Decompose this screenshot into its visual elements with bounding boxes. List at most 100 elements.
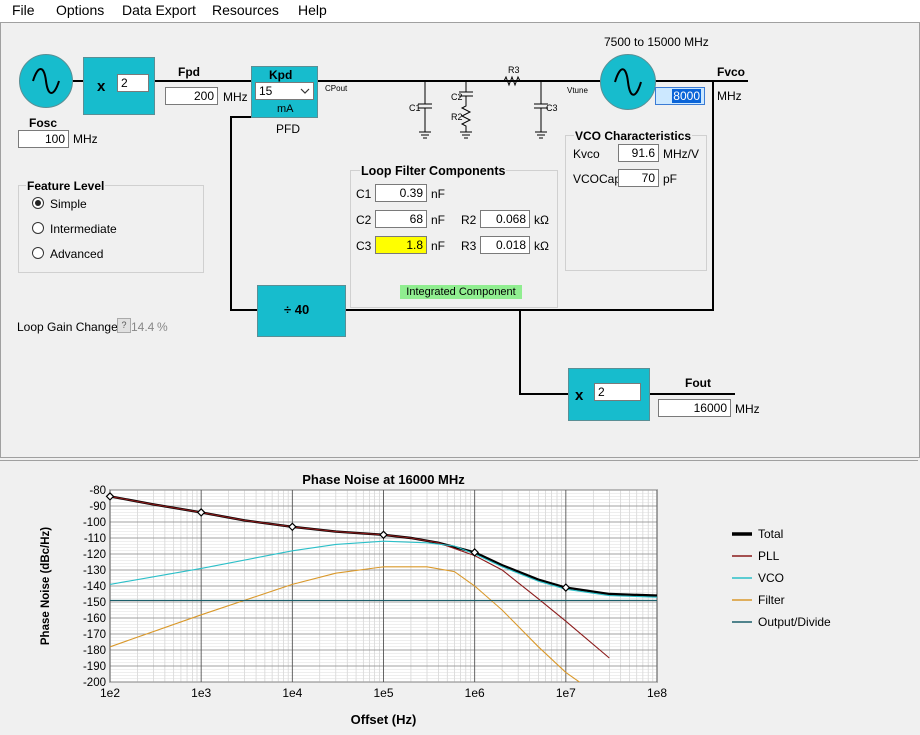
fosc-unit: MHz <box>73 132 98 146</box>
fpd-label: Fpd <box>178 65 200 79</box>
y-axis-label: Phase Noise (dBc/Hz) <box>40 527 52 645</box>
c1-input[interactable]: 0.39 <box>375 184 427 202</box>
r2-input[interactable]: 0.068 <box>480 210 530 228</box>
x-tick-label: 1e6 <box>465 686 485 700</box>
output-multiplier[interactable]: x 2 <box>568 368 650 421</box>
sine-wave-icon <box>614 68 642 96</box>
sine-wave-icon <box>32 68 60 94</box>
wire <box>230 116 252 118</box>
kpd-value: 15 <box>259 84 273 98</box>
y-tick-label: -170 <box>83 629 106 641</box>
radio-intermediate[interactable] <box>32 222 44 234</box>
c2-input[interactable]: 68 <box>375 210 427 228</box>
phase-frequency-detector[interactable]: Kpd 15 mA <box>251 66 318 118</box>
y-tick-label: -100 <box>83 517 106 529</box>
radio-intermediate-label[interactable]: Intermediate <box>50 222 117 236</box>
reference-oscillator[interactable] <box>19 54 73 108</box>
c3-label: C3 <box>356 239 372 253</box>
series-pll <box>110 495 610 659</box>
menu-help[interactable]: Help <box>298 2 327 18</box>
menu-bar: File Options Data Export Resources Help <box>0 0 920 22</box>
x-tick-label: 1e4 <box>282 686 302 700</box>
radio-advanced-label[interactable]: Advanced <box>50 247 104 261</box>
divider-label: ÷ 40 <box>284 302 310 317</box>
wire <box>153 80 251 82</box>
fvco-unit: MHz <box>717 89 742 103</box>
wire <box>655 80 748 82</box>
fpd-unit: MHz <box>223 90 248 104</box>
loop-gain-value: 14.4 <box>131 320 155 334</box>
chart-title: Phase Noise at 16000 MHz <box>302 472 465 487</box>
kpd-select[interactable]: 15 <box>255 82 314 100</box>
c3-schematic-label: C3 <box>546 103 558 113</box>
r3-schematic-label: R3 <box>508 65 520 75</box>
out-multiplier-input[interactable]: 2 <box>594 383 641 401</box>
fosc-input[interactable]: 100 <box>18 130 69 148</box>
x-tick-label: 1e8 <box>647 686 667 700</box>
x-tick-label: 1e7 <box>556 686 576 700</box>
menu-resources[interactable]: Resources <box>212 2 279 18</box>
y-tick-label: -180 <box>83 645 106 657</box>
multiplier-symbol: x <box>97 78 106 95</box>
r3-input[interactable]: 0.018 <box>480 236 530 254</box>
c3-input[interactable]: 1.8 <box>375 236 427 254</box>
menu-data-export[interactable]: Data Export <box>122 2 196 18</box>
vcocap-unit: pF <box>663 172 678 186</box>
y-tick-label: -200 <box>83 677 106 689</box>
y-tick-label: -150 <box>83 597 106 609</box>
c1-schematic-label: C1 <box>409 103 421 113</box>
fvco-input[interactable]: 8000 <box>655 87 705 105</box>
fout-input[interactable]: 16000 <box>658 399 731 417</box>
data-point-marker <box>105 492 115 501</box>
ref-multiplier-input[interactable]: 2 <box>117 74 149 92</box>
x-axis-label: Offset (Hz) <box>351 712 417 727</box>
wire <box>316 80 600 82</box>
wire <box>345 309 714 311</box>
chevron-down-icon <box>300 88 310 94</box>
series-line <box>110 566 581 682</box>
menu-file[interactable]: File <box>12 2 35 18</box>
wire <box>230 309 257 311</box>
vcocap-input[interactable]: 70 <box>618 169 659 187</box>
wire <box>649 393 735 395</box>
data-point-marker <box>196 508 206 517</box>
fout-unit: MHz <box>735 402 760 416</box>
r3-label: R3 <box>461 239 477 253</box>
menu-options[interactable]: Options <box>56 2 105 18</box>
x-tick-label: 1e2 <box>100 686 120 700</box>
vtune-label: Vtune <box>567 86 588 95</box>
c3-unit: nF <box>431 239 446 253</box>
wire <box>72 80 84 82</box>
y-tick-label: -160 <box>83 613 106 625</box>
loop-gain-unit: % <box>157 320 168 334</box>
loop-gain-label: Loop Gain Change <box>17 320 118 334</box>
multiplier-symbol: x <box>575 387 584 404</box>
kvco-input[interactable]: 91.6 <box>618 144 659 162</box>
radio-advanced[interactable] <box>32 247 44 259</box>
vco-characteristics-title: VCO Characteristics <box>574 129 693 143</box>
feedback-divider[interactable]: ÷ 40 <box>257 285 346 337</box>
loop-gain-help-button[interactable]: ? <box>117 318 131 333</box>
y-tick-label: -90 <box>89 501 106 513</box>
fpd-input[interactable]: 200 <box>165 87 218 105</box>
radio-simple-label[interactable]: Simple <box>50 197 87 211</box>
vco[interactable] <box>600 54 656 110</box>
reference-multiplier[interactable]: x 2 <box>83 57 155 115</box>
phase-noise-chart-svg: -80 -90 -100 -110 -120 -130 -140 -150 -160 -170 -1… <box>40 472 831 727</box>
x-tick-label: 1e5 <box>373 686 393 700</box>
c1-label: C1 <box>356 187 372 201</box>
r2-unit: kΩ <box>534 213 549 227</box>
data-point-marker <box>561 583 571 592</box>
radio-simple[interactable] <box>32 197 44 209</box>
y-tick-label: -130 <box>83 565 106 577</box>
wire <box>519 310 521 394</box>
kpd-unit: mA <box>277 103 294 115</box>
kpd-label: Kpd <box>269 68 293 82</box>
vcocap-label: VCOCap <box>573 172 622 186</box>
legend-label: Filter <box>758 593 785 607</box>
c2-schematic-label: C2 <box>451 92 463 102</box>
series-filter <box>110 566 581 682</box>
data-point-marker <box>470 548 480 557</box>
wire <box>230 116 232 310</box>
loop-filter-title: Loop Filter Components <box>360 164 507 178</box>
